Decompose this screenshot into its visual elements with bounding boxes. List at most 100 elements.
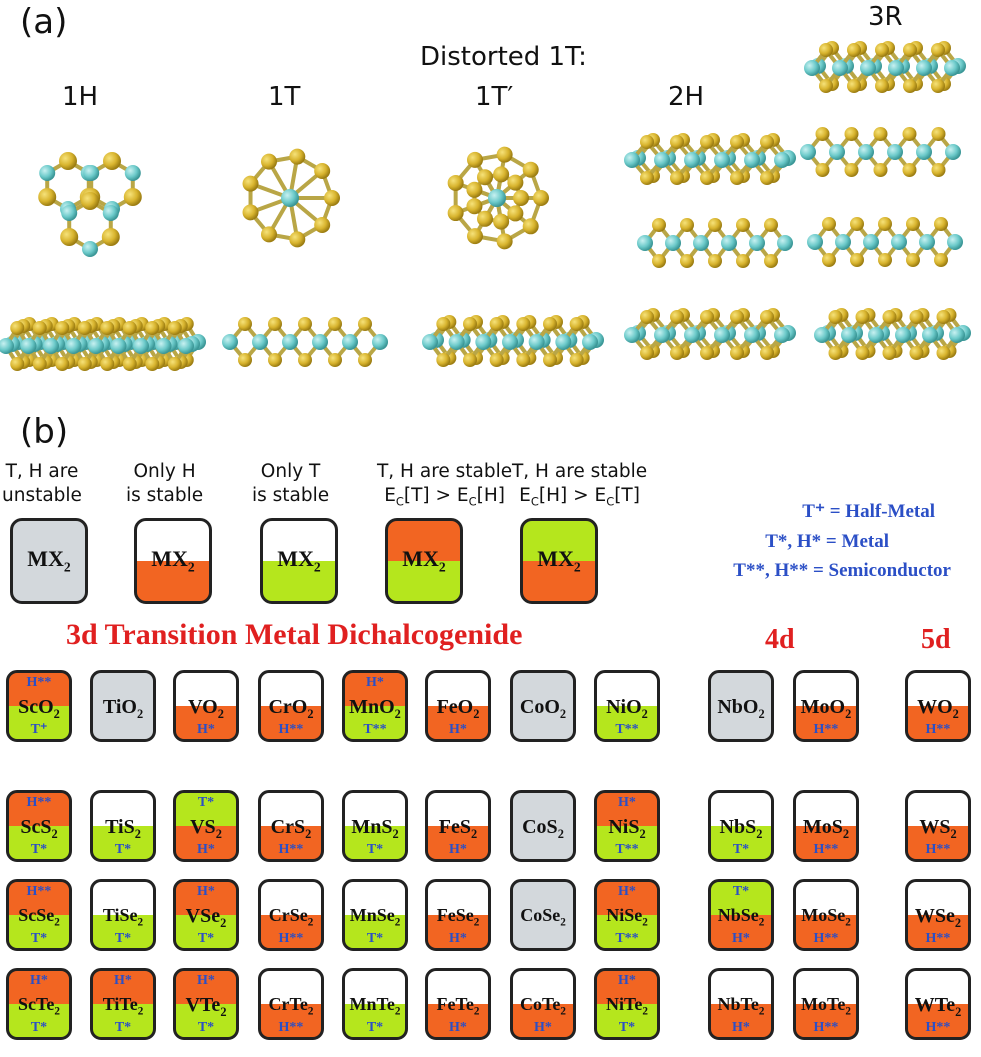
tmd-cell-nite2: H* NiTe2 T* (594, 968, 660, 1040)
phase-mark-bottom: H** (813, 1020, 839, 1035)
chalcogen-atom (38, 188, 57, 206)
tmd-cell-fese2: FeSe2 H* (425, 879, 491, 951)
chalcogen-atom (936, 310, 951, 324)
metal-atom (800, 144, 816, 160)
cell-formula: ScS2 (20, 816, 58, 841)
chalcogen-atom (847, 79, 861, 93)
chalcogen-atom (261, 226, 277, 243)
legend-caption-line1: T, H are stable (512, 461, 648, 482)
legend-box-3: MX2 (385, 518, 463, 604)
chalcogen-atom (55, 321, 70, 335)
chalcogen-atom (736, 254, 750, 268)
metal-atom (888, 60, 904, 76)
chalcogen-atom (815, 163, 830, 177)
cell-formula: VO2 (188, 696, 224, 721)
chalcogen-atom (903, 43, 917, 57)
key-metal: T*, H* = Metal (765, 531, 889, 552)
metal-atom (807, 234, 823, 250)
chalcogen-atom (358, 317, 372, 331)
chalcogen-atom (844, 127, 859, 141)
phase-mark-bottom: H* (449, 722, 467, 737)
metal-atom (693, 235, 709, 251)
phase-mark-bottom: H** (925, 1020, 951, 1035)
cell-formula: CoO2 (519, 696, 567, 721)
cell-formula: CrTe2 (268, 994, 314, 1018)
legend-caption-line2: is stable (252, 485, 330, 506)
metal-atom (39, 165, 56, 181)
cell-formula: TiTe2 (102, 994, 144, 1018)
chalcogen-atom (640, 346, 654, 360)
phase-label-1t-prime: 1T′ (475, 82, 514, 112)
tmd-cell-tise2: TiSe2 T* (90, 879, 156, 951)
header-4d: 4d (765, 624, 795, 655)
tmd-cell-nbse2: T* NbSe2 H* (708, 879, 774, 951)
chalcogen-atom (122, 357, 137, 371)
metal-atom (860, 60, 876, 76)
cell-formula: NiTe2 (606, 994, 648, 1018)
chalcogen-atom (328, 317, 342, 331)
phase-mark-top: H* (197, 973, 215, 988)
header-3d: 3d Transition Metal Dichalcogenide (66, 618, 523, 651)
tmd-cell-mote2: MoTe2 H** (793, 968, 859, 1040)
tmd-cell-crs2: CrS2 H** (258, 790, 324, 862)
phase-mark-bottom: T* (618, 1020, 636, 1035)
metal-atom (133, 338, 149, 354)
chalcogen-atom (882, 346, 897, 360)
cell-formula: FeSe2 (436, 905, 480, 929)
cell-formula: MoTe2 (801, 994, 851, 1018)
phase-mark-bottom: H* (197, 722, 215, 737)
metal-atom (749, 235, 765, 251)
tmd-cell-vs2: T* VS2 H* (173, 790, 239, 862)
metal-atom (43, 338, 59, 354)
phase-mark-top: T* (197, 795, 215, 810)
metal-atom (448, 334, 465, 350)
cell-formula: MoSe2 (801, 905, 851, 929)
chalcogen-atom (238, 353, 252, 367)
chalcogen-atom (298, 353, 312, 367)
cell-formula: MnS2 (351, 816, 399, 841)
panel-a-label: (a) (20, 2, 68, 42)
tmd-cell-scs2: H** ScS2 T* (6, 790, 72, 862)
legend-caption-line1: Only H (133, 461, 196, 482)
tmd-cell-wse2: WSe2 H** (905, 879, 971, 951)
tmd-cell-fete2: FeTe2 H* (425, 968, 491, 1040)
chalcogen-atom (298, 317, 312, 331)
chalcogen-atom (902, 163, 917, 177)
tmd-cell-nbs2: NbS2 T* (708, 790, 774, 862)
cell-formula: ScSe2 (18, 905, 60, 929)
metal-atom (155, 338, 172, 354)
phase-mark-bottom: H* (732, 931, 750, 946)
chalcogen-atom (855, 346, 870, 360)
chalcogen-atom (878, 217, 892, 231)
tmd-cell-vte2: H* VTe2 T* (173, 968, 239, 1040)
chalcogen-atom (493, 213, 510, 230)
metal-atom (947, 234, 963, 250)
tmd-cell-nbo2: NbO2 (708, 670, 774, 742)
chalcogen-atom (819, 43, 833, 57)
metal-atom (714, 327, 730, 343)
metal-atom (624, 152, 640, 168)
phase-mark-bottom: H* (449, 1020, 467, 1035)
chalcogen-atom (680, 218, 694, 232)
chalcogen-atom (522, 218, 539, 235)
chalcogen-atom (167, 357, 182, 371)
chalcogen-atom (59, 152, 77, 170)
chalcogen-atom (708, 254, 722, 268)
chalcogen-atom (844, 163, 859, 177)
tmd-cell-vo2: VO2 H* (173, 670, 239, 742)
chalcogen-atom (850, 217, 864, 231)
tmd-cell-cro2: CrO2 H** (258, 670, 324, 742)
phase-mark-bottom: T** (363, 722, 387, 737)
tmd-cell-feo2: FeO2 H* (425, 670, 491, 742)
metal-atom (684, 152, 700, 168)
chalcogen-atom (760, 171, 774, 185)
metal-atom (829, 144, 845, 160)
cell-formula: ScTe2 (18, 994, 60, 1018)
phase-mark-bottom: H* (732, 1020, 750, 1035)
tmd-cell-mose2: MoSe2 H** (793, 879, 859, 951)
cell-formula: NbSe2 (717, 905, 765, 929)
chalcogen-atom (670, 171, 684, 185)
legend-caption-line1: T, H are (5, 461, 79, 482)
chalcogen-atom (268, 317, 282, 331)
metal-atom (252, 334, 268, 350)
